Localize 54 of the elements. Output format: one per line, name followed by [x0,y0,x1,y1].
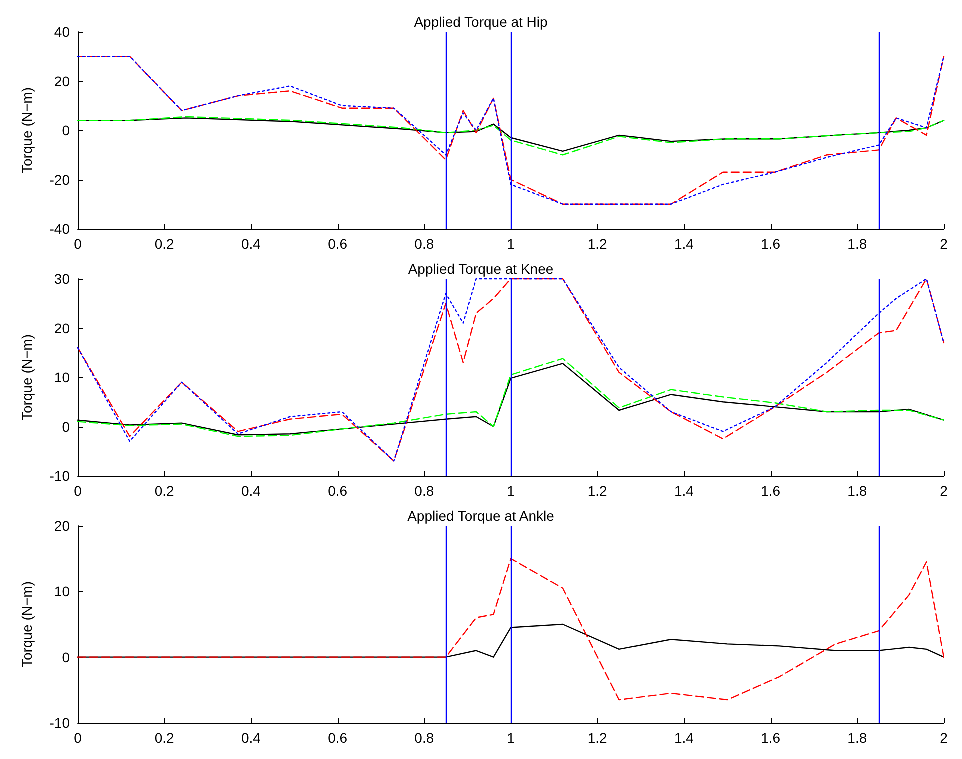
y-tick-label: -10 [50,468,70,484]
x-tick-label: 1.2 [588,483,608,499]
x-tick-label: 0.6 [328,483,348,499]
x-tick-label: 0.8 [414,730,434,746]
x-tick-label: 1.8 [848,730,868,746]
y-tick-label: 10 [54,584,70,600]
y-axis-title: Torque (N−m) [19,334,35,420]
y-axis-title: Torque (N−m) [19,582,35,668]
x-tick-label: 1.6 [761,730,781,746]
y-tick-label: 20 [54,518,70,534]
y-tick-label: -40 [50,221,70,237]
y-tick-label: 0 [62,122,70,138]
x-tick-label: 0.2 [154,483,175,499]
y-axis-title: Torque (N−m) [19,88,35,174]
x-tick-label: 0.6 [328,730,348,746]
chart-title: Applied Torque at Ankle [408,508,555,524]
y-tick-label: 30 [54,271,70,287]
x-tick-label: 0.2 [154,236,175,252]
y-tick-label: 0 [62,649,70,666]
x-tick-label: 1 [507,483,516,499]
x-tick-label: 1.4 [674,236,694,252]
x-tick-label: 0.4 [241,483,262,499]
x-tick-label: 1.4 [674,730,694,746]
x-tick-label: 2 [940,483,948,499]
x-tick-label: 0.6 [328,236,348,252]
chart-title: Applied Torque at Hip [414,14,548,30]
x-tick-label: 0 [74,730,82,746]
x-tick-label: 1.8 [848,236,868,252]
y-tick-label: 20 [54,73,70,90]
x-tick-label: 2 [940,730,948,746]
y-tick-label: 40 [54,24,70,40]
x-tick-label: 1 [507,236,516,252]
y-tick-label: -10 [50,715,70,731]
x-tick-label: 1.2 [588,730,608,746]
y-tick-label: 10 [54,370,70,386]
line-series [77,558,945,701]
x-tick-label: 1.8 [848,483,868,499]
x-tick-label: 0 [74,236,82,252]
y-tick-label: 0 [62,418,70,435]
x-tick-label: 0.4 [241,236,262,252]
chart-title: Applied Torque at Knee [408,261,554,277]
y-tick-label: 20 [54,320,70,336]
x-tick-label: 0 [74,483,82,499]
x-tick-label: 1.2 [588,236,608,252]
x-tick-label: 0.8 [414,483,434,499]
x-tick-label: 0.2 [154,730,175,746]
x-tick-label: 1.4 [674,483,694,499]
y-tick-label: -20 [50,172,70,188]
x-tick-label: 0.8 [414,236,434,252]
x-tick-label: 0.4 [241,730,262,746]
x-tick-label: 2 [940,236,948,252]
x-tick-label: 1.6 [761,483,781,499]
x-tick-label: 1 [507,730,516,746]
x-tick-label: 1.6 [761,236,781,252]
